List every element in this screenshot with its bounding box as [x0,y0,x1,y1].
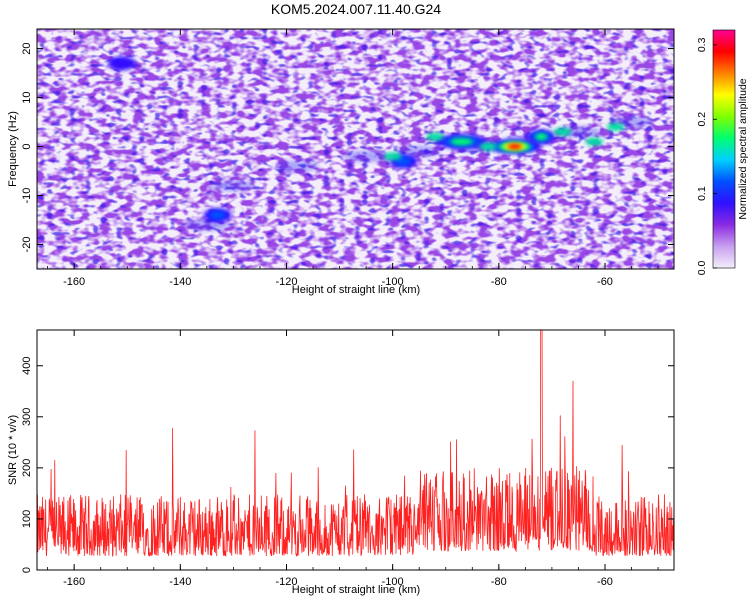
y-tick-label: 0 [21,567,33,573]
snr-series-line [37,330,674,558]
x-tick-label: -140 [169,276,191,288]
spectral-patch [383,152,402,161]
spectrogram-panel [37,29,674,269]
colorbar-tick-label: 0.2 [696,112,708,127]
snr-y-ticks: 0 100 200 300 400 [21,357,674,573]
colorbar: 0.0 0.1 0.2 0.3 Normalized spectral amplitu… [696,29,749,275]
spectrogram-features [107,56,654,231]
y-tick-label: 10 [21,91,33,103]
colorbar-frame [712,29,736,269]
snr-x-ticks: -160 -140 -120 -100 -80 -60 [47,330,659,588]
x-tick-label: -80 [491,576,507,588]
y-tick-label: 300 [21,408,33,426]
spectral-patch [585,137,604,146]
track-band-segment [344,150,389,163]
spectral-patch [479,142,498,151]
colorbar-label: Normalized spectral amplitude [737,78,749,219]
spectral-patch [553,127,572,136]
colorbar-tick-label: 0.1 [696,186,708,201]
x-tick-label: -160 [63,576,85,588]
y-tick-label: -10 [21,188,33,204]
x-tick-label: -80 [491,276,507,288]
spectral-hotspot [450,138,473,146]
spectral-hotspot [107,56,136,71]
y-tick-label: 0 [21,143,33,149]
x-tick-label: -120 [275,576,297,588]
colorbar-tick-label: 0.0 [696,261,708,276]
y-tick-label: 400 [21,357,33,375]
chart-title: KOM5.2024.007.11.40.G24 [271,1,441,17]
y-tick-label: -20 [21,237,33,253]
spectral-hotspot [507,143,522,150]
snr-frame [36,329,675,571]
snr-panel: -160 -140 -120 -100 -80 -60 0 100 200 300 400 Hei… [7,329,675,596]
spectral-hotspot [209,210,226,220]
x-tick-label: -120 [275,276,297,288]
spectrogram-x-label: Height of straight line (km) [292,284,420,296]
x-tick-label: -160 [63,276,85,288]
spectral-hotspot [535,133,548,141]
spectrogram-y-ticks: -20 -10 0 10 20 [21,42,674,252]
x-tick-label: -140 [169,576,191,588]
spectrogram-x-ticks: -160 -140 -120 -100 -80 -60 [47,29,659,288]
x-tick-label: -60 [597,576,613,588]
spectral-patch [426,132,445,141]
spectrogram-frame [36,28,675,270]
track-band-segment [397,145,442,158]
y-tick-label: 100 [21,510,33,528]
x-tick-label: -100 [382,576,404,588]
colorbar-tick-label: 0.3 [696,37,708,52]
x-tick-label: -100 [382,276,404,288]
colorbar-ticks: 0.0 0.1 0.2 0.3 [696,37,717,275]
colorbar-fill [713,30,735,268]
spectrogram-texture-dense [37,29,674,269]
x-tick-label: -60 [597,276,613,288]
snr-x-label: Height of straight line (km) [292,584,420,596]
y-tick-label: 20 [21,42,33,54]
track-band-segment [275,160,320,173]
track-band-segment [211,179,256,192]
spectral-patch [606,122,625,131]
spectrogram-y-label: Frequency (Hz) [7,111,19,187]
snr-y-label: SNR (10 * v/v) [7,415,19,485]
y-tick-label: 200 [21,459,33,477]
